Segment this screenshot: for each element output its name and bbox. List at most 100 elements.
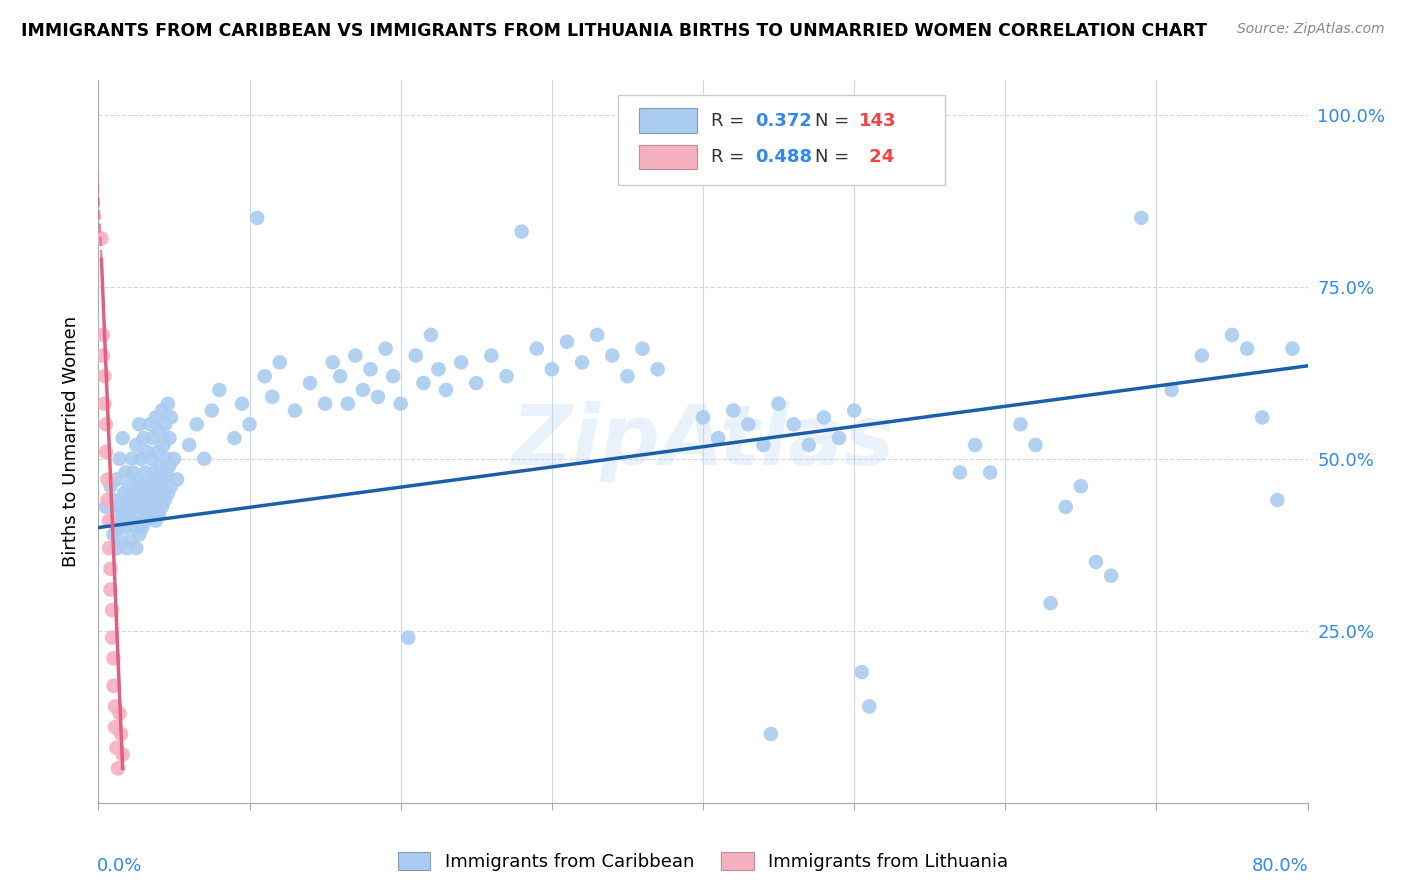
Point bbox=[101, 631, 124, 645]
Point bbox=[118, 479, 141, 493]
FancyBboxPatch shape bbox=[638, 109, 697, 133]
Point bbox=[94, 417, 117, 432]
Point bbox=[1267, 493, 1289, 508]
Point bbox=[141, 451, 163, 466]
Point bbox=[752, 438, 775, 452]
Point bbox=[495, 369, 517, 384]
Point bbox=[602, 349, 624, 363]
Point bbox=[163, 451, 186, 466]
Text: 0.488: 0.488 bbox=[755, 148, 813, 166]
Point bbox=[314, 397, 336, 411]
Point bbox=[179, 438, 201, 452]
Point bbox=[284, 403, 307, 417]
Point bbox=[107, 761, 129, 775]
Point bbox=[322, 355, 344, 369]
Point bbox=[111, 747, 134, 762]
Point bbox=[1099, 568, 1122, 582]
Point bbox=[142, 472, 165, 486]
Point bbox=[231, 397, 253, 411]
Point bbox=[146, 486, 169, 500]
Point bbox=[224, 431, 246, 445]
Point bbox=[143, 493, 166, 508]
Point bbox=[100, 582, 122, 597]
Text: N =: N = bbox=[815, 148, 855, 166]
Point bbox=[103, 527, 125, 541]
Point bbox=[159, 431, 181, 445]
Point bbox=[1160, 383, 1182, 397]
Point bbox=[262, 390, 284, 404]
Point bbox=[115, 493, 138, 508]
Point bbox=[124, 486, 146, 500]
Point bbox=[329, 369, 352, 384]
Point bbox=[115, 541, 138, 556]
Point bbox=[103, 493, 125, 508]
Text: ZipAtlas: ZipAtlas bbox=[512, 401, 894, 482]
Point bbox=[160, 479, 183, 493]
Point bbox=[844, 403, 866, 417]
Point bbox=[94, 500, 117, 514]
Point bbox=[647, 362, 669, 376]
Point bbox=[759, 727, 782, 741]
Point bbox=[336, 397, 359, 411]
Point bbox=[149, 458, 172, 473]
Point bbox=[692, 410, 714, 425]
Point bbox=[208, 383, 231, 397]
Text: 24: 24 bbox=[863, 148, 894, 166]
Point bbox=[246, 211, 269, 225]
Point bbox=[114, 466, 136, 480]
Point bbox=[124, 520, 146, 534]
Point bbox=[134, 466, 156, 480]
Point bbox=[108, 500, 131, 514]
Point bbox=[104, 699, 127, 714]
Point bbox=[159, 458, 181, 473]
Point bbox=[103, 651, 125, 665]
Point bbox=[98, 541, 121, 556]
Point bbox=[858, 699, 880, 714]
Point bbox=[481, 349, 503, 363]
Point bbox=[132, 493, 155, 508]
Point bbox=[1220, 327, 1243, 342]
Text: 80.0%: 80.0% bbox=[1251, 857, 1309, 875]
Point bbox=[125, 541, 148, 556]
Point bbox=[193, 451, 215, 466]
Point bbox=[828, 431, 851, 445]
Point bbox=[112, 486, 135, 500]
Point bbox=[90, 231, 112, 245]
Point bbox=[707, 431, 730, 445]
Point bbox=[269, 355, 291, 369]
Point bbox=[783, 417, 806, 432]
Point bbox=[139, 479, 162, 493]
Text: 0.0%: 0.0% bbox=[97, 857, 142, 875]
Point bbox=[156, 486, 179, 500]
Text: 143: 143 bbox=[859, 112, 897, 129]
Point bbox=[129, 451, 152, 466]
Point bbox=[110, 514, 132, 528]
Point bbox=[299, 376, 322, 390]
Point bbox=[616, 369, 638, 384]
Point bbox=[122, 466, 145, 480]
Point bbox=[114, 520, 136, 534]
Point bbox=[201, 403, 224, 417]
Point bbox=[121, 514, 143, 528]
Point bbox=[111, 431, 134, 445]
Point bbox=[1130, 211, 1153, 225]
Point bbox=[122, 493, 145, 508]
Point bbox=[94, 445, 117, 459]
Point bbox=[139, 417, 162, 432]
Point bbox=[166, 472, 188, 486]
Point bbox=[96, 472, 118, 486]
Point bbox=[135, 445, 157, 459]
Point bbox=[129, 500, 152, 514]
Point bbox=[555, 334, 578, 349]
Point bbox=[110, 727, 132, 741]
Point bbox=[128, 417, 150, 432]
Point bbox=[149, 479, 172, 493]
Point bbox=[132, 431, 155, 445]
Text: R =: R = bbox=[711, 112, 751, 129]
Point bbox=[382, 369, 405, 384]
Point bbox=[108, 451, 131, 466]
Point bbox=[420, 327, 443, 342]
Point bbox=[145, 410, 167, 425]
Point bbox=[1024, 438, 1046, 452]
Text: Source: ZipAtlas.com: Source: ZipAtlas.com bbox=[1237, 22, 1385, 37]
